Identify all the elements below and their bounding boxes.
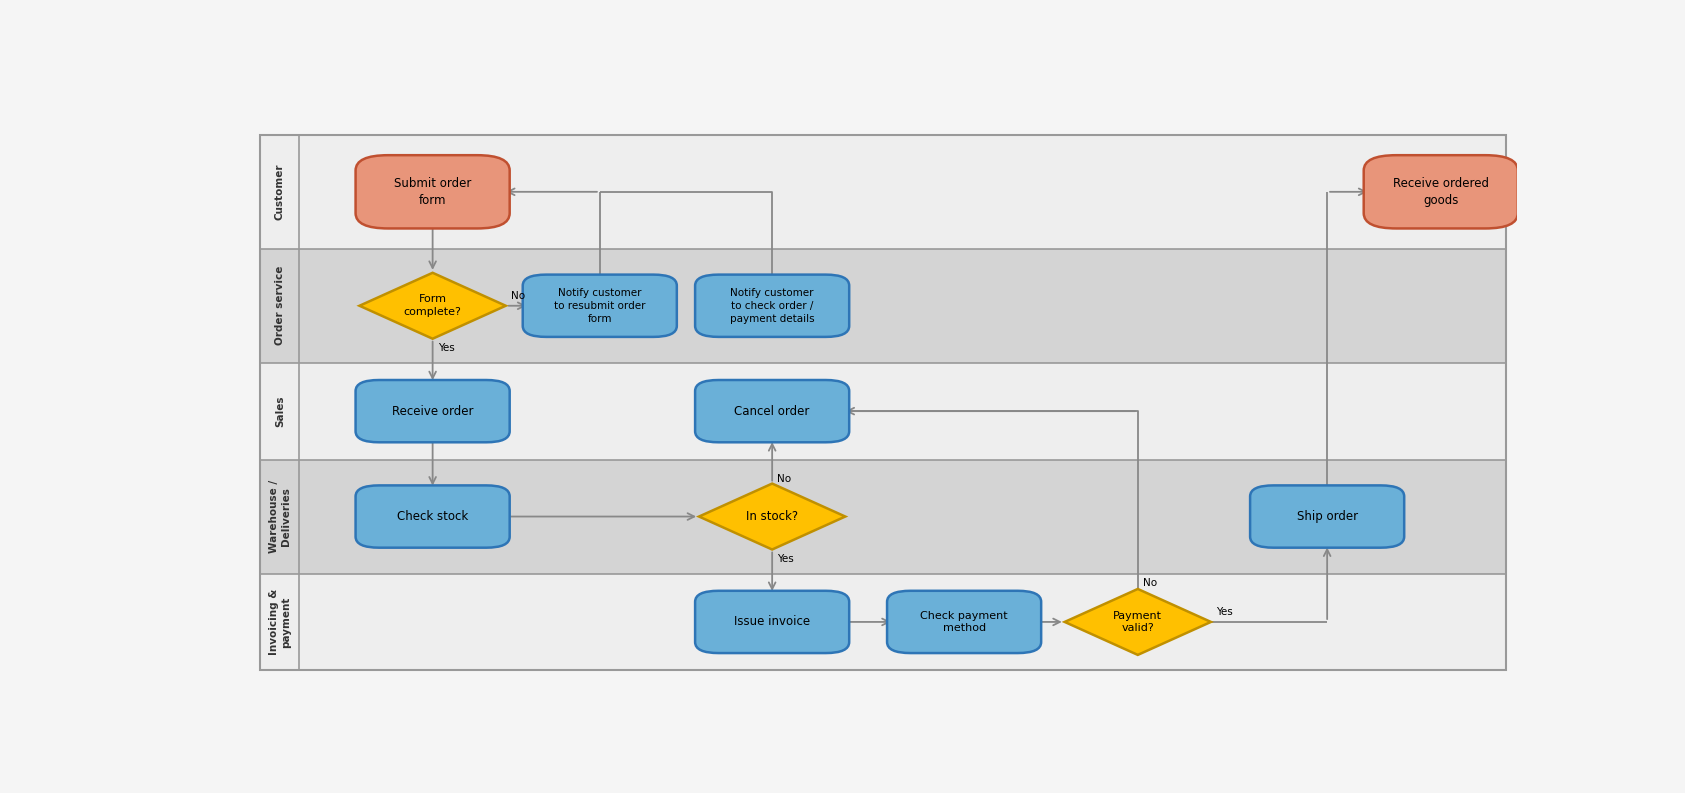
Text: Receive order: Receive order: [393, 404, 473, 418]
Text: Sales: Sales: [275, 396, 285, 427]
FancyBboxPatch shape: [696, 591, 849, 653]
Bar: [259, 460, 1506, 573]
Text: Check stock: Check stock: [398, 510, 468, 523]
Polygon shape: [699, 484, 846, 550]
Text: Receive ordered
goods: Receive ordered goods: [1393, 177, 1490, 206]
Bar: [259, 135, 1506, 249]
FancyBboxPatch shape: [1363, 155, 1518, 228]
FancyBboxPatch shape: [696, 274, 849, 337]
Bar: [259, 362, 1506, 460]
Text: Form
complete?: Form complete?: [404, 294, 462, 317]
Text: Submit order
form: Submit order form: [394, 177, 472, 206]
Text: In stock?: In stock?: [746, 510, 799, 523]
FancyBboxPatch shape: [696, 380, 849, 442]
Bar: [259, 135, 1506, 670]
Bar: [259, 135, 1506, 670]
Text: Yes: Yes: [438, 343, 455, 354]
Text: Ship order: Ship order: [1296, 510, 1358, 523]
Text: Cancel order: Cancel order: [735, 404, 810, 418]
Polygon shape: [359, 273, 506, 339]
Text: Invoicing &
payment: Invoicing & payment: [268, 589, 292, 655]
FancyBboxPatch shape: [356, 155, 509, 228]
FancyBboxPatch shape: [1250, 485, 1404, 548]
Text: Warehouse /
Deliveries: Warehouse / Deliveries: [268, 480, 292, 553]
Bar: [259, 249, 1506, 362]
FancyBboxPatch shape: [356, 380, 509, 442]
Text: No: No: [777, 473, 792, 484]
Polygon shape: [1065, 589, 1212, 655]
Text: Notify customer
to check order /
payment details: Notify customer to check order / payment…: [730, 288, 814, 324]
Bar: [259, 573, 1506, 670]
Text: Check payment
method: Check payment method: [920, 611, 1008, 634]
Text: Order service: Order service: [275, 266, 285, 346]
Text: Payment
valid?: Payment valid?: [1114, 611, 1163, 634]
Text: No: No: [511, 291, 526, 301]
FancyBboxPatch shape: [886, 591, 1041, 653]
Text: Yes: Yes: [777, 554, 794, 565]
Text: Yes: Yes: [1217, 607, 1233, 617]
FancyBboxPatch shape: [522, 274, 677, 337]
Text: No: No: [1142, 578, 1158, 588]
Text: Customer: Customer: [275, 163, 285, 220]
Text: Notify customer
to resubmit order
form: Notify customer to resubmit order form: [554, 288, 645, 324]
FancyBboxPatch shape: [356, 485, 509, 548]
Text: Issue invoice: Issue invoice: [735, 615, 810, 628]
